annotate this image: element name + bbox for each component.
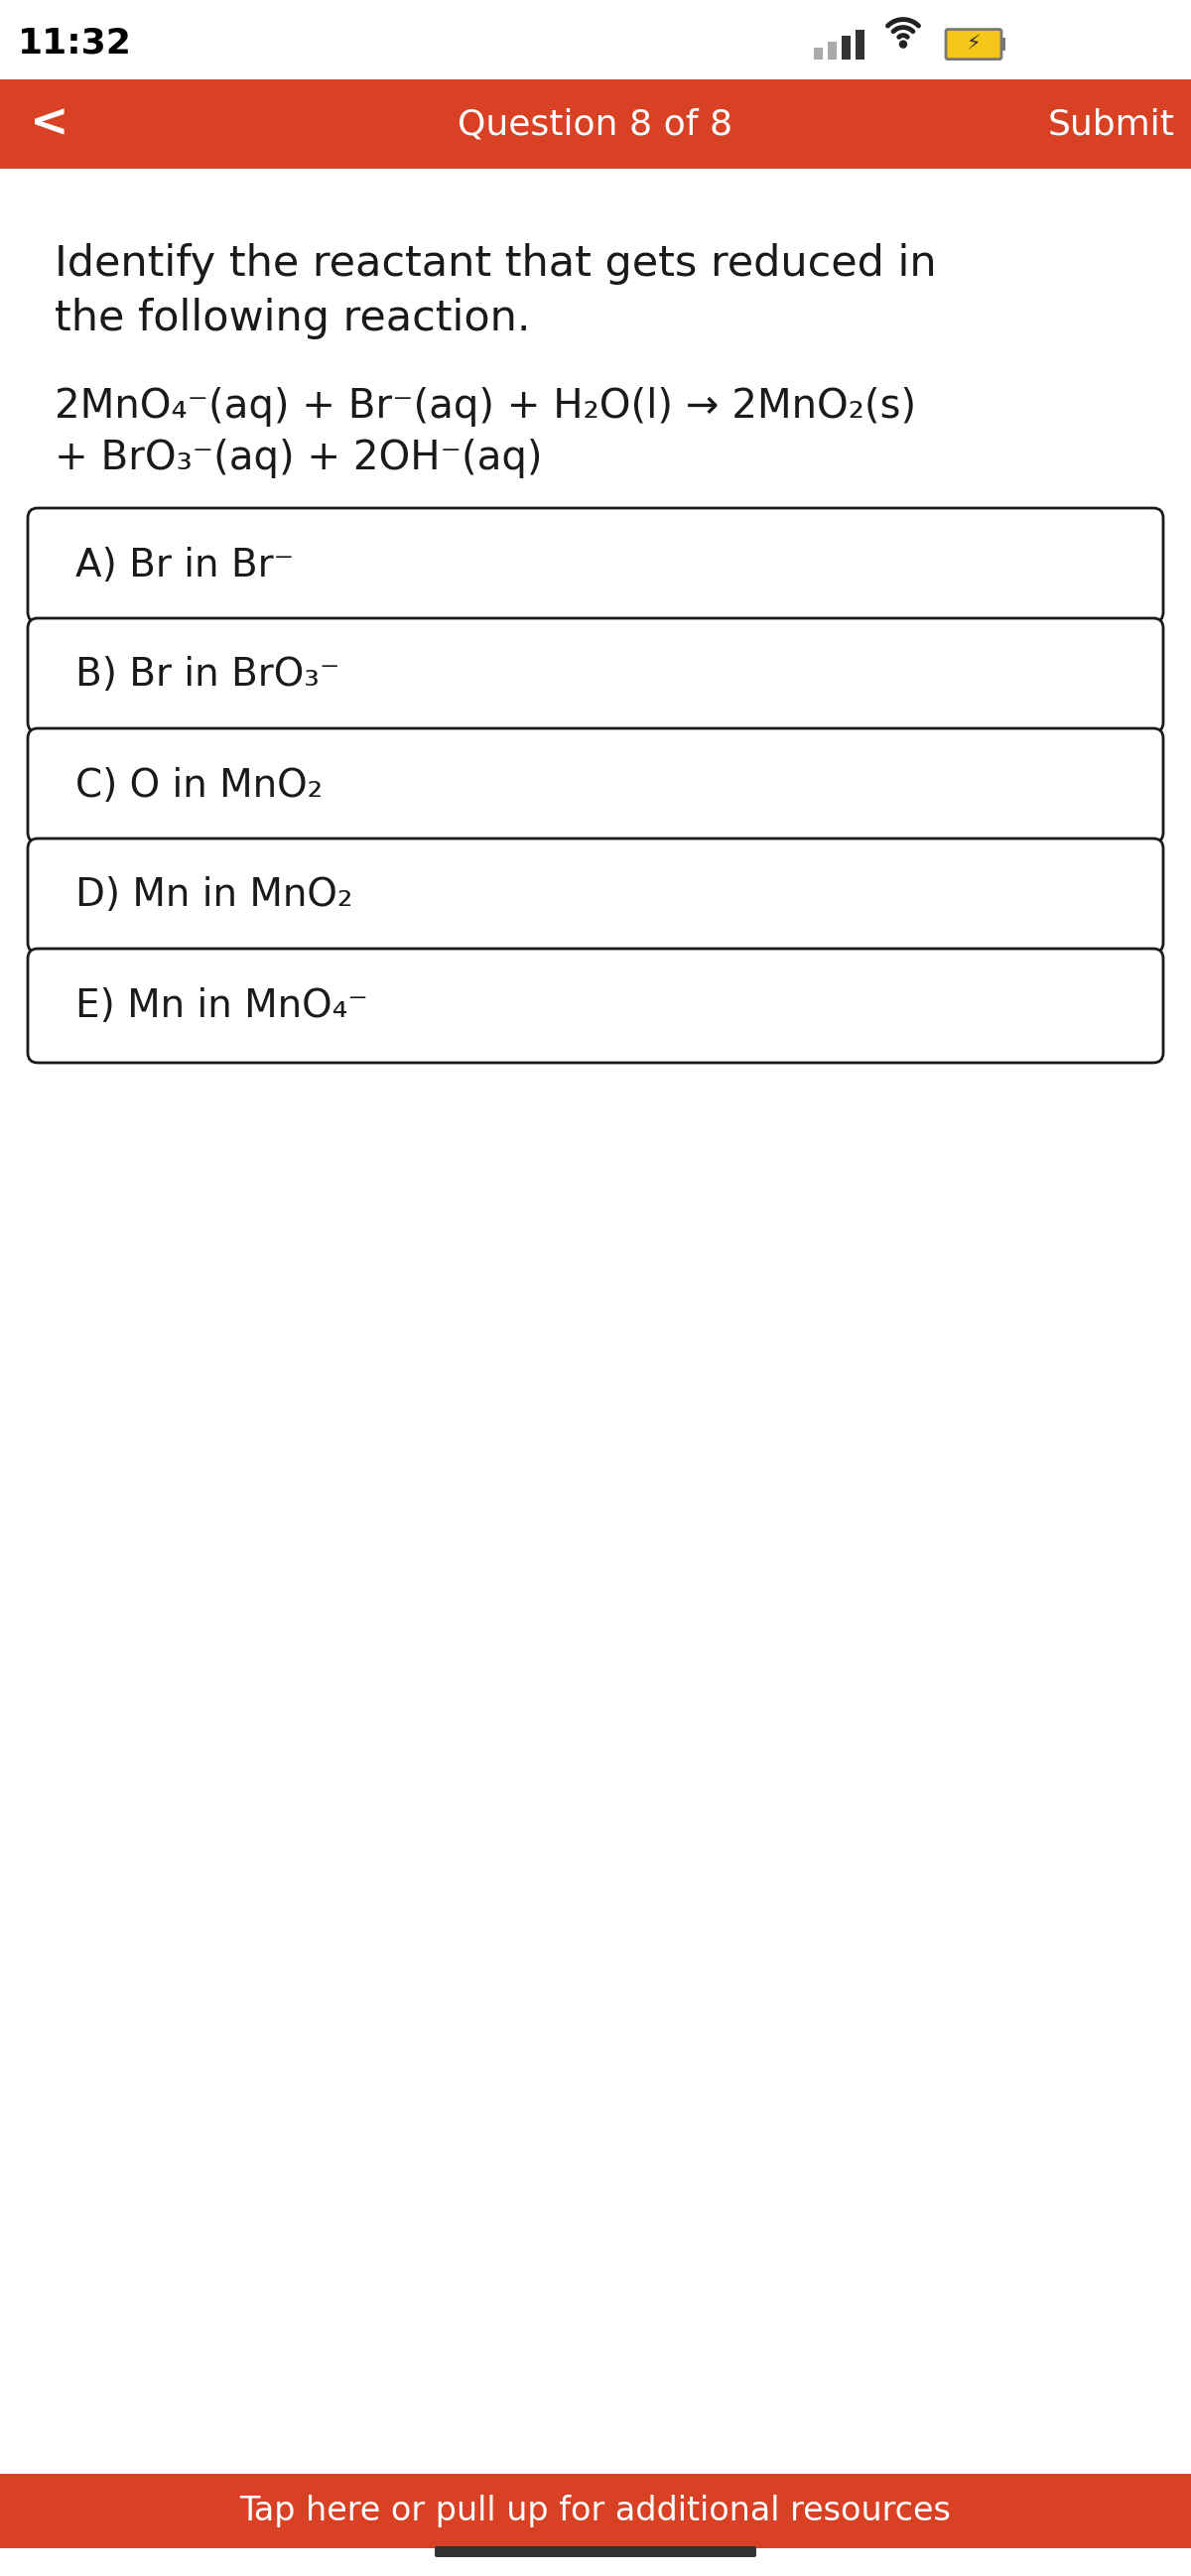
Text: E) Mn in MnO₄⁻: E) Mn in MnO₄⁻ (75, 987, 368, 1025)
Bar (0, 80, 1191, 167)
FancyBboxPatch shape (435, 2545, 756, 2558)
Text: 2MnO₄⁻(aq) + Br⁻(aq) + H₂O(l) → 2MnO₂(s): 2MnO₄⁻(aq) + Br⁻(aq) + H₂O(l) → 2MnO₂(s) (55, 386, 916, 428)
Bar (842, 36, 850, 59)
Text: A) Br in Br⁻: A) Br in Br⁻ (75, 546, 294, 585)
Text: the following reaction.: the following reaction. (55, 299, 530, 340)
Text: C) O in MnO₂: C) O in MnO₂ (75, 768, 323, 804)
FancyBboxPatch shape (27, 507, 1164, 623)
Bar (1000, 39, 1005, 52)
Text: Tap here or pull up for additional resources: Tap here or pull up for additional resou… (239, 2494, 952, 2527)
Bar (855, 31, 865, 59)
Text: 11:32: 11:32 (18, 26, 131, 59)
FancyBboxPatch shape (27, 618, 1164, 732)
FancyBboxPatch shape (27, 840, 1164, 953)
Text: ⚡: ⚡ (966, 33, 981, 54)
Text: + BrO₃⁻(aq) + 2OH⁻(aq): + BrO₃⁻(aq) + 2OH⁻(aq) (55, 438, 542, 479)
Text: Identify the reactant that gets reduced in: Identify the reactant that gets reduced … (55, 242, 936, 286)
Text: <: < (30, 100, 69, 147)
Text: Submit: Submit (1048, 108, 1176, 142)
Bar (828, 41, 836, 59)
Bar (813, 46, 823, 59)
Text: D) Mn in MnO₂: D) Mn in MnO₂ (75, 876, 353, 914)
FancyBboxPatch shape (946, 28, 1002, 59)
FancyBboxPatch shape (27, 729, 1164, 842)
FancyBboxPatch shape (27, 948, 1164, 1064)
Text: Question 8 of 8: Question 8 of 8 (459, 108, 732, 142)
Bar (0, 2473, 1191, 2548)
Text: B) Br in BrO₃⁻: B) Br in BrO₃⁻ (75, 657, 339, 693)
Circle shape (899, 41, 906, 49)
